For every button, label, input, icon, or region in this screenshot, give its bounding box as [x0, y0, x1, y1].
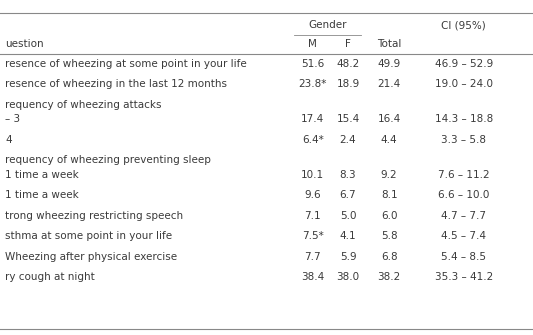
Text: 35.3 – 41.2: 35.3 – 41.2	[434, 272, 493, 282]
Text: resence of wheezing at some point in your life: resence of wheezing at some point in you…	[5, 59, 247, 69]
Text: M: M	[309, 39, 317, 49]
Text: 3.3 – 5.8: 3.3 – 5.8	[441, 135, 486, 145]
Text: 5.9: 5.9	[340, 252, 357, 262]
Text: 4: 4	[5, 135, 12, 145]
Text: 19.0 – 24.0: 19.0 – 24.0	[435, 79, 492, 89]
Text: 4.1: 4.1	[340, 231, 357, 241]
Text: 14.3 – 18.8: 14.3 – 18.8	[434, 114, 493, 124]
Text: sthma at some point in your life: sthma at some point in your life	[5, 231, 173, 241]
Text: 18.9: 18.9	[336, 79, 360, 89]
Text: Gender: Gender	[309, 20, 347, 30]
Text: ry cough at night: ry cough at night	[5, 272, 95, 282]
Text: 8.1: 8.1	[381, 190, 398, 200]
Text: 4.7 – 7.7: 4.7 – 7.7	[441, 211, 486, 221]
Text: 46.9 – 52.9: 46.9 – 52.9	[434, 59, 493, 69]
Text: 9.6: 9.6	[304, 190, 321, 200]
Text: 17.4: 17.4	[301, 114, 325, 124]
Text: 6.4*: 6.4*	[302, 135, 324, 145]
Text: trong wheezing restricting speech: trong wheezing restricting speech	[5, 211, 183, 221]
Text: 6.7: 6.7	[340, 190, 357, 200]
Text: 49.9: 49.9	[377, 59, 401, 69]
Text: 10.1: 10.1	[301, 170, 325, 180]
Text: 38.4: 38.4	[301, 272, 325, 282]
Text: CI (95%): CI (95%)	[441, 20, 486, 30]
Text: 4.5 – 7.4: 4.5 – 7.4	[441, 231, 486, 241]
Text: 5.0: 5.0	[340, 211, 356, 221]
Text: Total: Total	[377, 39, 401, 49]
Text: 6.6 – 10.0: 6.6 – 10.0	[438, 190, 489, 200]
Text: 7.1: 7.1	[304, 211, 321, 221]
Text: requency of wheezing preventing sleep: requency of wheezing preventing sleep	[5, 155, 211, 165]
Text: Wheezing after physical exercise: Wheezing after physical exercise	[5, 252, 177, 262]
Text: 15.4: 15.4	[336, 114, 360, 124]
Text: – 3: – 3	[5, 114, 20, 124]
Text: 5.8: 5.8	[381, 231, 398, 241]
Text: 6.0: 6.0	[381, 211, 397, 221]
Text: 48.2: 48.2	[336, 59, 360, 69]
Text: 2.4: 2.4	[340, 135, 357, 145]
Text: 7.7: 7.7	[304, 252, 321, 262]
Text: F: F	[345, 39, 351, 49]
Text: 38.2: 38.2	[377, 272, 401, 282]
Text: 9.2: 9.2	[381, 170, 398, 180]
Text: 6.8: 6.8	[381, 252, 398, 262]
Text: 21.4: 21.4	[377, 79, 401, 89]
Text: 51.6: 51.6	[301, 59, 325, 69]
Text: 7.5*: 7.5*	[302, 231, 324, 241]
Text: 1 time a week: 1 time a week	[5, 170, 79, 180]
Text: 4.4: 4.4	[381, 135, 398, 145]
Text: resence of wheezing in the last 12 months: resence of wheezing in the last 12 month…	[5, 79, 228, 89]
Text: 16.4: 16.4	[377, 114, 401, 124]
Text: 5.4 – 8.5: 5.4 – 8.5	[441, 252, 486, 262]
Text: 7.6 – 11.2: 7.6 – 11.2	[438, 170, 489, 180]
Text: 1 time a week: 1 time a week	[5, 190, 79, 200]
Text: uestion: uestion	[5, 39, 44, 49]
Text: 23.8*: 23.8*	[298, 79, 327, 89]
Text: 38.0: 38.0	[336, 272, 360, 282]
Text: requency of wheezing attacks: requency of wheezing attacks	[5, 99, 162, 110]
Text: 8.3: 8.3	[340, 170, 357, 180]
